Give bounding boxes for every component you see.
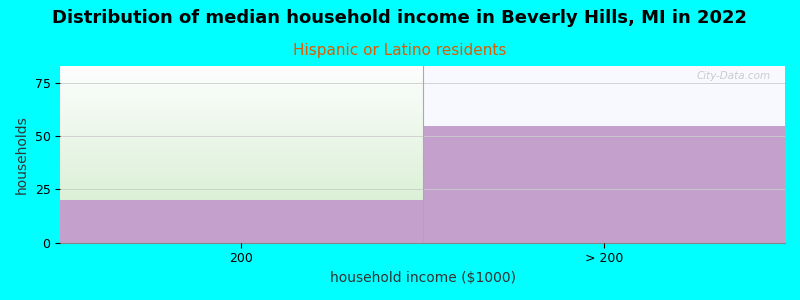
Bar — [60, 199, 422, 200]
Bar — [60, 71, 422, 73]
Bar — [60, 168, 422, 170]
Bar — [60, 170, 422, 172]
Bar — [60, 197, 422, 199]
Bar — [60, 106, 422, 108]
Bar — [60, 178, 422, 180]
Bar — [60, 120, 422, 121]
Bar — [60, 110, 422, 111]
Bar — [60, 195, 422, 197]
Bar — [60, 128, 422, 130]
Bar — [60, 158, 422, 160]
Bar — [60, 185, 422, 187]
Bar — [60, 167, 422, 168]
Bar — [60, 182, 422, 183]
Bar — [60, 66, 422, 68]
Bar — [60, 192, 422, 194]
Bar — [60, 121, 422, 123]
Bar — [60, 94, 422, 96]
Bar — [60, 108, 422, 110]
Bar — [60, 183, 422, 185]
Bar — [60, 190, 422, 192]
Text: Distribution of median household income in Beverly Hills, MI in 2022: Distribution of median household income … — [53, 9, 747, 27]
Text: Hispanic or Latino residents: Hispanic or Latino residents — [294, 44, 506, 59]
Bar — [60, 113, 422, 115]
Bar — [60, 84, 422, 86]
Bar — [60, 150, 422, 152]
Bar — [60, 93, 422, 94]
Bar — [60, 200, 422, 243]
Bar — [60, 163, 422, 165]
Bar — [60, 123, 422, 125]
Bar — [60, 135, 422, 137]
Bar — [60, 187, 422, 188]
Bar — [60, 86, 422, 88]
Bar — [60, 76, 422, 78]
Bar — [60, 157, 422, 158]
Bar — [60, 89, 422, 91]
Bar — [60, 103, 422, 105]
Bar — [60, 69, 422, 71]
Bar — [60, 133, 422, 135]
Bar — [60, 96, 422, 98]
Bar — [60, 78, 422, 80]
Bar — [60, 101, 422, 103]
Bar — [60, 125, 422, 126]
Bar — [60, 153, 422, 155]
Bar — [60, 116, 422, 118]
Bar — [60, 105, 422, 106]
X-axis label: household income ($1000): household income ($1000) — [330, 271, 516, 285]
Bar — [60, 118, 422, 120]
Bar — [60, 74, 422, 76]
Bar — [60, 80, 422, 81]
Bar — [60, 152, 422, 153]
Bar — [60, 111, 422, 113]
Bar — [60, 126, 422, 128]
Bar — [60, 180, 422, 182]
Bar — [60, 130, 422, 131]
Bar — [60, 81, 422, 83]
Bar — [60, 188, 422, 190]
Bar — [60, 172, 422, 173]
Bar — [60, 88, 422, 89]
Bar — [60, 73, 422, 74]
Bar — [60, 68, 422, 69]
Bar — [60, 145, 422, 146]
Bar — [60, 155, 422, 157]
Bar — [60, 115, 422, 116]
Bar — [60, 146, 422, 148]
Bar — [60, 177, 422, 178]
Bar — [60, 138, 422, 140]
Bar — [60, 131, 422, 133]
Bar — [60, 173, 422, 175]
Bar — [60, 143, 422, 145]
Bar — [60, 160, 422, 162]
Bar — [60, 175, 422, 177]
Bar — [60, 136, 422, 138]
Bar — [60, 91, 422, 93]
Bar — [60, 162, 422, 163]
Bar — [60, 98, 422, 100]
Bar — [422, 126, 785, 243]
Bar — [60, 142, 422, 143]
Bar — [60, 140, 422, 142]
Bar — [422, 66, 785, 126]
Bar — [60, 165, 422, 166]
Bar — [60, 194, 422, 195]
Bar — [60, 148, 422, 150]
Y-axis label: households: households — [15, 115, 29, 194]
Text: City-Data.com: City-Data.com — [696, 71, 770, 81]
Bar — [60, 100, 422, 101]
Bar — [60, 83, 422, 84]
